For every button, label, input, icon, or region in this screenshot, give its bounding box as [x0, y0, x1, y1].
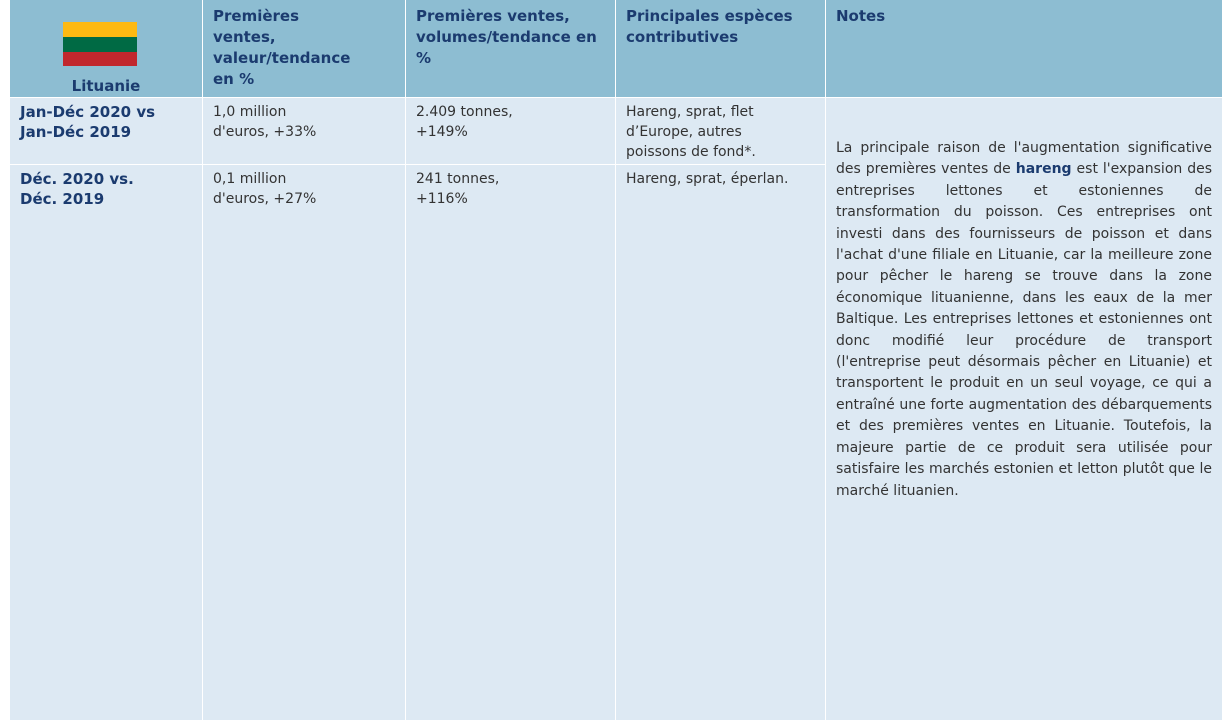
notes: La principale raison de l'augmentation s…	[826, 98, 1222, 720]
notes-bold: hareng	[1015, 161, 1072, 178]
species: Hareng, sprat, flet d’Europe, autres poi…	[616, 98, 825, 164]
column-header: Principales espèces contributives	[616, 0, 825, 97]
volume: 2.409 tonnes, +149%	[406, 98, 615, 164]
value: 0,1 million d'euros, +27%	[203, 165, 405, 720]
column-header: Premières ventes, valeur/tendance en %	[203, 0, 405, 97]
period: Déc. 2020 vs. Déc. 2019	[10, 165, 202, 720]
country-name: Lituanie	[71, 77, 141, 95]
notes-text: est l'expansion des entreprises lettones…	[836, 161, 1213, 499]
flag	[63, 22, 137, 66]
volume: 241 tonnes, +116%	[406, 165, 615, 720]
column-header: Premières ventes, volumes/tendance en %	[406, 0, 615, 97]
species: Hareng, sprat, éperlan.	[616, 165, 825, 720]
notes-text: La principale raison de l'augmentation s…	[836, 140, 1212, 178]
period: Jan-Déc 2020 vs Jan-Déc 2019	[10, 98, 202, 164]
country-header: Lituanie	[10, 0, 202, 97]
column-header: Notes	[826, 0, 1222, 97]
value: 1,0 million d'euros, +33%	[203, 98, 405, 164]
